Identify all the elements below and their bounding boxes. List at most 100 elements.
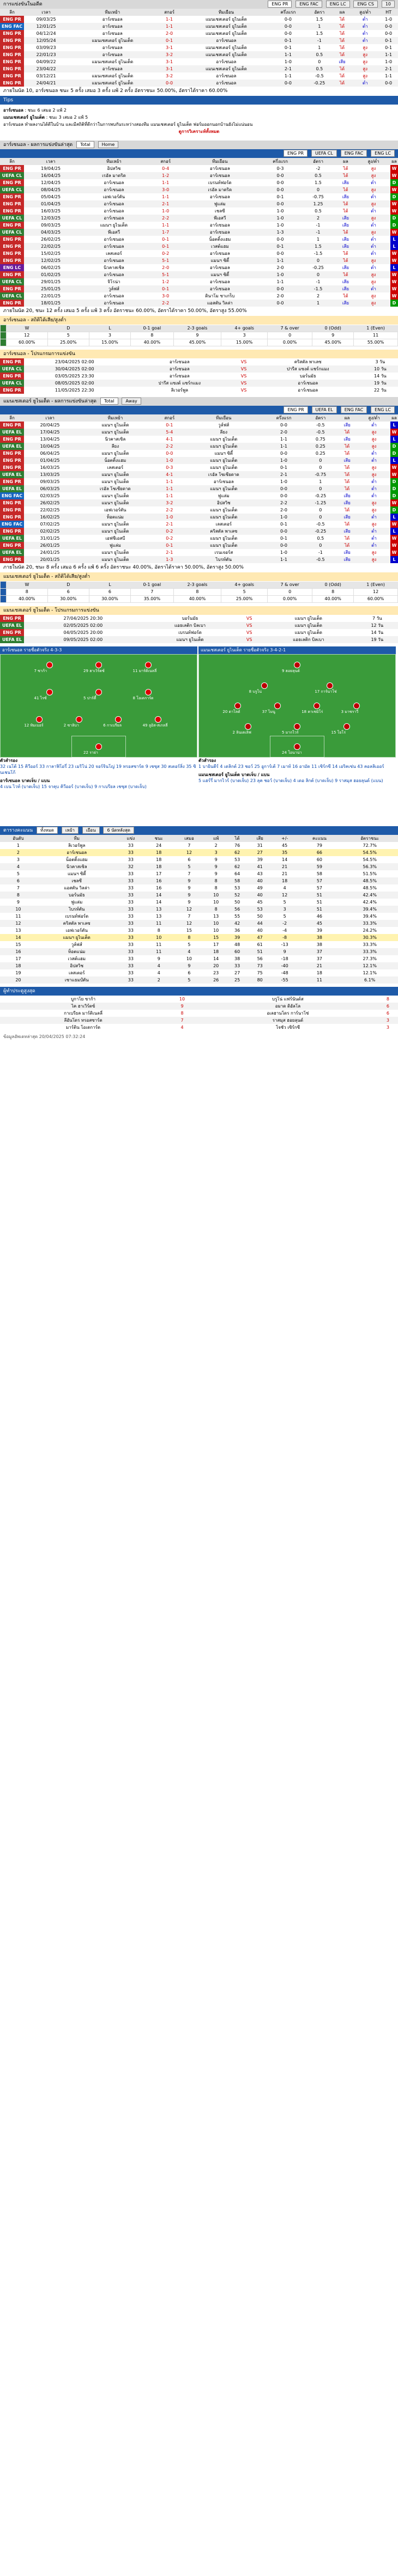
scorer-name[interactable]: ไค ฮาเวิร์ตซ์ <box>0 1003 167 1010</box>
team-name[interactable]: น็อตติ้งแฮม <box>65 857 88 862</box>
home-team[interactable]: อาร์เซนอล <box>77 243 150 250</box>
away-team[interactable]: แมนฯ ยูไนเต็ด <box>184 485 263 492</box>
substitute-player[interactable]: 20 จอร์จินโญ่ <box>88 764 115 769</box>
home-team[interactable]: นิวคาสเซิล <box>104 265 124 270</box>
player-marker[interactable] <box>144 689 152 695</box>
injured-player[interactable]: 9 กาเบรียล เชซุส (บาดเจ็บ) <box>94 784 147 789</box>
home-team[interactable]: เลสเตอร์ <box>106 251 122 256</box>
injured-player[interactable]: 23 ลุค ชอว์ (บาดเจ็บ) <box>250 778 292 783</box>
away-team[interactable]: อาร์เซนอล <box>180 285 259 292</box>
home-team[interactable]: อาร์เซนอล <box>77 300 150 307</box>
score[interactable]: 5-1 <box>150 271 181 278</box>
league-badge[interactable]: UEFA EL <box>0 549 24 556</box>
league-badge[interactable]: ENG PR <box>0 387 24 394</box>
team-name[interactable]: วูล์ฟส์ <box>71 942 82 947</box>
home-team[interactable]: แมนเชสเตอร์ ยูไนเต็ด <box>92 73 134 78</box>
league-badge[interactable]: ENG PR <box>0 514 24 521</box>
league-badge[interactable]: ENG PR <box>0 542 24 549</box>
score[interactable]: 0-1 <box>166 422 173 428</box>
away-team[interactable]: เวสต์แฮม <box>180 243 259 250</box>
league-badge[interactable]: ENG PR <box>0 464 24 471</box>
league-badge[interactable]: ENG PR <box>0 271 24 278</box>
player-marker[interactable] <box>144 662 152 668</box>
team-name[interactable]: ท็อตแน่ม <box>36 948 117 955</box>
home-team[interactable]: อาร์เซนอล <box>169 359 190 364</box>
away-team[interactable]: แมนฯ ซิตี้ <box>180 257 259 264</box>
away-team[interactable]: แมนฯ ยูไนเต็ด <box>184 514 263 521</box>
scorer-name[interactable]: อเลฮานโดร การ์นาโช่ <box>267 1010 309 1016</box>
substitute-player[interactable]: 7 เมาท์ <box>277 764 291 769</box>
tips-link[interactable]: ดูการวิเคราะห์ทั้งหมด <box>178 129 220 134</box>
home-team[interactable]: จิโรน่า <box>107 279 120 284</box>
team-name[interactable]: ไบรท์ตัน <box>36 906 117 913</box>
away-team[interactable]: อาร์เซนอล <box>209 222 230 228</box>
score[interactable]: 3-2 <box>156 51 182 58</box>
away-team[interactable]: อาร์เซนอล <box>209 265 230 270</box>
league-badge[interactable]: ENG PR <box>0 72 24 80</box>
league-badge[interactable]: ENG PR <box>0 51 24 58</box>
away-team[interactable]: คริสตัล พาเลซ <box>184 528 263 535</box>
player-marker[interactable] <box>261 682 268 689</box>
team-name[interactable]: แอสตัน วิลล่า <box>64 885 90 890</box>
away-team[interactable]: แมนฯ ยูไนเต็ด <box>184 443 263 450</box>
away-team[interactable]: อาร์เซนอล <box>213 479 234 484</box>
away-team[interactable]: เลสเตอร์ <box>215 521 232 527</box>
league-badge[interactable]: UEFA CL <box>0 365 24 373</box>
score[interactable]: 1-0 <box>154 457 184 464</box>
score[interactable]: 1-1 <box>166 479 173 484</box>
league-badge[interactable]: UEFA EL <box>0 535 24 542</box>
league-badge[interactable]: ENG PR <box>0 358 24 365</box>
player-marker[interactable] <box>154 716 161 723</box>
away-team[interactable]: ลียง <box>184 429 263 436</box>
away-team[interactable]: อาร์เซนอล <box>209 251 230 256</box>
score[interactable]: 2-1 <box>150 200 181 207</box>
league-badge[interactable]: ENG PR <box>0 457 24 464</box>
away-team[interactable]: อาร์เซนอล <box>298 387 318 393</box>
player-marker[interactable] <box>95 662 102 668</box>
league-badge[interactable]: UEFA CL <box>0 278 24 285</box>
tab-total[interactable]: Total <box>76 141 94 148</box>
away-team[interactable]: อาร์เซนอล <box>209 166 230 171</box>
away-team[interactable]: แมนฯ ยูไนเต็ด <box>294 630 322 635</box>
away-team[interactable]: แมนฯ ยูไนเต็ด <box>210 507 238 512</box>
away-team[interactable]: อาร์เซนอล <box>180 229 259 236</box>
score[interactable]: 1-2 <box>162 279 170 284</box>
team-name[interactable]: เซาแธมป์ตัน <box>36 976 117 984</box>
score[interactable]: 1-0 <box>162 208 170 213</box>
league-badge[interactable]: ENG PR <box>0 243 24 250</box>
score[interactable]: 2-2 <box>154 443 184 450</box>
standings-tab-away[interactable]: เยือน <box>82 827 100 834</box>
substitute-player[interactable]: 9 เชซุส <box>145 764 160 769</box>
away-team[interactable]: แมนเชสเตอร์ ยูไนเต็ด <box>205 45 247 50</box>
filter-eng-pr[interactable]: ENG PR <box>283 150 308 157</box>
away-team[interactable]: ปารีส แซงต์ แชร์กแมง <box>253 365 363 373</box>
team-name[interactable]: เอฟเวอร์ตัน <box>65 927 88 933</box>
league-badge[interactable]: ENG FAC <box>0 492 24 499</box>
player-marker[interactable] <box>294 662 300 668</box>
league-badge[interactable]: ENG PR <box>0 373 24 380</box>
substitute-player[interactable]: 35 ซินเชนโก้ <box>0 764 196 775</box>
away-team[interactable]: อิปสวิช <box>184 499 263 506</box>
league-badge[interactable]: ENG PR <box>0 629 24 636</box>
away-team[interactable]: น็อตติ้งแฮม <box>209 236 231 242</box>
home-team[interactable]: อิปสวิช <box>107 166 121 171</box>
league-badge[interactable]: ENG PR <box>0 200 24 207</box>
filter-eng-fac[interactable]: ENG FAC <box>296 1 322 8</box>
score[interactable]: 1-1 <box>166 493 173 498</box>
league-badge[interactable]: ENG PR <box>0 207 24 215</box>
home-team[interactable]: เอฟซีเอสบี <box>105 535 125 541</box>
score[interactable]: 1-0 <box>154 514 184 521</box>
home-team[interactable]: แมนฯ ยูไนเต็ด <box>100 222 128 228</box>
home-team[interactable]: เรอัล มาดริด <box>77 172 150 179</box>
score[interactable]: 5-1 <box>150 257 181 264</box>
home-team[interactable]: แมนฯ ยูไนเต็ด <box>101 521 129 527</box>
away-team[interactable]: พีเอสวี <box>180 215 259 222</box>
injured-player[interactable]: 4 เบน ไวท์ (บาดเจ็บ) <box>0 784 40 789</box>
league-badge[interactable]: UEFA CL <box>0 172 24 179</box>
score[interactable]: 5-4 <box>154 429 184 436</box>
league-badge[interactable]: ENG PR <box>0 222 24 229</box>
away-team[interactable]: คริสตัล พาเลซ <box>294 359 322 364</box>
home-team[interactable]: แมนเชสเตอร์ ยูไนเต็ด <box>92 59 134 64</box>
player-marker[interactable] <box>327 682 334 689</box>
league-badge[interactable]: ENG LC <box>0 264 24 271</box>
